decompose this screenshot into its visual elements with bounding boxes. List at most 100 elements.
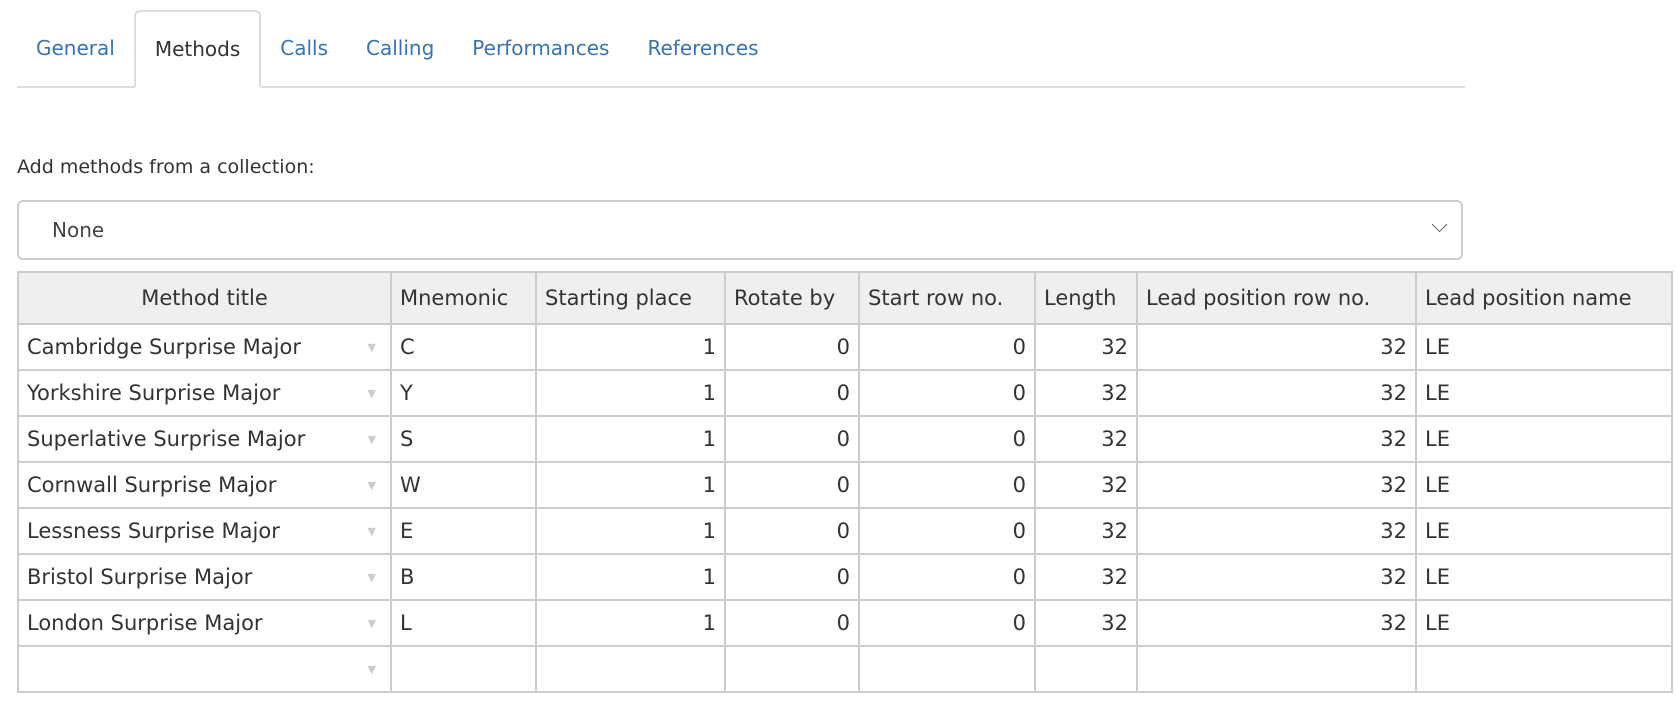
cell-rotate-by[interactable]: 0	[724, 369, 860, 417]
cell-lead-position-name[interactable]: LE	[1415, 323, 1673, 371]
cell-lead-position-row-no[interactable]: 32	[1136, 369, 1417, 417]
table-row: Bristol Surprise Major ▼ B 1 0 0 32 32 LE	[17, 553, 1673, 601]
tab-calls[interactable]: Calls	[280, 36, 329, 60]
cell-lead-position-row-no[interactable]: 32	[1136, 461, 1417, 509]
cell-start-row-no[interactable]	[858, 645, 1036, 693]
table-header-row: Method title Mnemonic Starting place Rotate…	[17, 271, 1673, 325]
column-header: Rotate by	[724, 271, 860, 325]
cell-mnemonic[interactable]: B	[390, 553, 537, 601]
column-header: Lead position row no.	[1136, 271, 1417, 325]
cell-length[interactable]: 32	[1034, 553, 1138, 601]
cell-mnemonic[interactable]: S	[390, 415, 537, 463]
table-row: Cambridge Surprise Major ▼ C 1 0 0 32 32 LE	[17, 323, 1673, 371]
cell-length[interactable]: 32	[1034, 323, 1138, 371]
cell-lead-position-name[interactable]	[1415, 645, 1673, 693]
dropdown-arrow-icon[interactable]: ▼	[367, 387, 376, 400]
cell-lead-position-row-no[interactable]: 32	[1136, 599, 1417, 647]
cell-starting-place[interactable]: 1	[535, 369, 726, 417]
table-row: Lessness Surprise Major ▼ E 1 0 0 32 32 LE	[17, 507, 1673, 555]
cell-rotate-by[interactable]: 0	[724, 323, 860, 371]
cell-rotate-by[interactable]	[724, 645, 860, 693]
cell-mnemonic[interactable]: E	[390, 507, 537, 555]
cell-start-row-no[interactable]: 0	[858, 323, 1036, 371]
cell-lead-position-row-no[interactable]: 32	[1136, 415, 1417, 463]
method-title-text: Cambridge Surprise Major	[27, 335, 301, 359]
cell-method-title[interactable]: Bristol Surprise Major ▼	[17, 553, 392, 601]
collection-select-value: None	[52, 218, 105, 242]
cell-method-title[interactable]: London Surprise Major ▼	[17, 599, 392, 647]
cell-rotate-by[interactable]: 0	[724, 599, 860, 647]
cell-starting-place[interactable]: 1	[535, 507, 726, 555]
cell-lead-position-name[interactable]: LE	[1415, 553, 1673, 601]
column-header: Starting place	[535, 271, 726, 325]
cell-lead-position-row-no[interactable]: 32	[1136, 507, 1417, 555]
collection-select[interactable]: None	[17, 200, 1463, 260]
cell-rotate-by[interactable]: 0	[724, 507, 860, 555]
cell-rotate-by[interactable]: 0	[724, 415, 860, 463]
cell-lead-position-name[interactable]: LE	[1415, 369, 1673, 417]
cell-start-row-no[interactable]: 0	[858, 461, 1036, 509]
collection-label: Add methods from a collection:	[17, 156, 315, 178]
column-header: Start row no.	[858, 271, 1036, 325]
cell-lead-position-row-no[interactable]	[1136, 645, 1417, 693]
cell-starting-place[interactable]: 1	[535, 599, 726, 647]
dropdown-arrow-icon[interactable]: ▼	[367, 571, 376, 584]
dropdown-arrow-icon[interactable]: ▼	[367, 341, 376, 354]
cell-length[interactable]	[1034, 645, 1138, 693]
cell-mnemonic[interactable]: Y	[390, 369, 537, 417]
dropdown-arrow-icon[interactable]: ▼	[367, 663, 376, 676]
cell-lead-position-name[interactable]: LE	[1415, 415, 1673, 463]
cell-method-title[interactable]: Yorkshire Surprise Major ▼	[17, 369, 392, 417]
dropdown-arrow-icon[interactable]: ▼	[367, 433, 376, 446]
cell-start-row-no[interactable]: 0	[858, 507, 1036, 555]
cell-method-title[interactable]: Superlative Surprise Major ▼	[17, 415, 392, 463]
cell-rotate-by[interactable]: 0	[724, 461, 860, 509]
cell-method-title[interactable]: Cornwall Surprise Major ▼	[17, 461, 392, 509]
cell-lead-position-row-no[interactable]: 32	[1136, 323, 1417, 371]
cell-mnemonic[interactable]: C	[390, 323, 537, 371]
tab-general[interactable]: General	[36, 36, 115, 60]
cell-mnemonic[interactable]: L	[390, 599, 537, 647]
table-row: ▼	[17, 645, 1673, 693]
cell-mnemonic[interactable]	[390, 645, 537, 693]
cell-mnemonic[interactable]: W	[390, 461, 537, 509]
table-row: Yorkshire Surprise Major ▼ Y 1 0 0 32 32 LE	[17, 369, 1673, 417]
table-row: Superlative Surprise Major ▼ S 1 0 0 32 32 LE	[17, 415, 1673, 463]
cell-starting-place[interactable]: 1	[535, 461, 726, 509]
cell-lead-position-name[interactable]: LE	[1415, 507, 1673, 555]
cell-length[interactable]: 32	[1034, 461, 1138, 509]
cell-start-row-no[interactable]: 0	[858, 369, 1036, 417]
cell-length[interactable]: 32	[1034, 415, 1138, 463]
methods-table: Method title Mnemonic Starting place Rotate…	[17, 271, 1673, 693]
dropdown-arrow-icon[interactable]: ▼	[367, 525, 376, 538]
dropdown-arrow-icon[interactable]: ▼	[367, 479, 376, 492]
tab-performances[interactable]: Performances	[472, 36, 610, 60]
cell-method-title[interactable]: ▼	[17, 645, 392, 693]
cell-length[interactable]: 32	[1034, 507, 1138, 555]
cell-start-row-no[interactable]: 0	[858, 415, 1036, 463]
tab-bar: General Methods Calls Calling Performances Re…	[17, 10, 1465, 88]
cell-start-row-no[interactable]: 0	[858, 599, 1036, 647]
cell-length[interactable]: 32	[1034, 599, 1138, 647]
cell-lead-position-name[interactable]: LE	[1415, 599, 1673, 647]
tab-calling[interactable]: Calling	[366, 36, 435, 60]
cell-lead-position-row-no[interactable]: 32	[1136, 553, 1417, 601]
tab-methods[interactable]: Methods	[133, 10, 262, 88]
method-title-text: Yorkshire Surprise Major	[27, 381, 281, 405]
cell-rotate-by[interactable]: 0	[724, 553, 860, 601]
dropdown-arrow-icon[interactable]: ▼	[367, 617, 376, 630]
cell-starting-place[interactable]: 1	[535, 415, 726, 463]
cell-starting-place[interactable]	[535, 645, 726, 693]
cell-start-row-no[interactable]: 0	[858, 553, 1036, 601]
table-row: Cornwall Surprise Major ▼ W 1 0 0 32 32 LE	[17, 461, 1673, 509]
method-title-text: Cornwall Surprise Major	[27, 473, 277, 497]
cell-lead-position-name[interactable]: LE	[1415, 461, 1673, 509]
cell-length[interactable]: 32	[1034, 369, 1138, 417]
tab-references[interactable]: References	[647, 36, 759, 60]
cell-starting-place[interactable]: 1	[535, 553, 726, 601]
column-header: Lead position name	[1415, 271, 1673, 325]
cell-starting-place[interactable]: 1	[535, 323, 726, 371]
method-title-text: Superlative Surprise Major	[27, 427, 306, 451]
cell-method-title[interactable]: Cambridge Surprise Major ▼	[17, 323, 392, 371]
cell-method-title[interactable]: Lessness Surprise Major ▼	[17, 507, 392, 555]
